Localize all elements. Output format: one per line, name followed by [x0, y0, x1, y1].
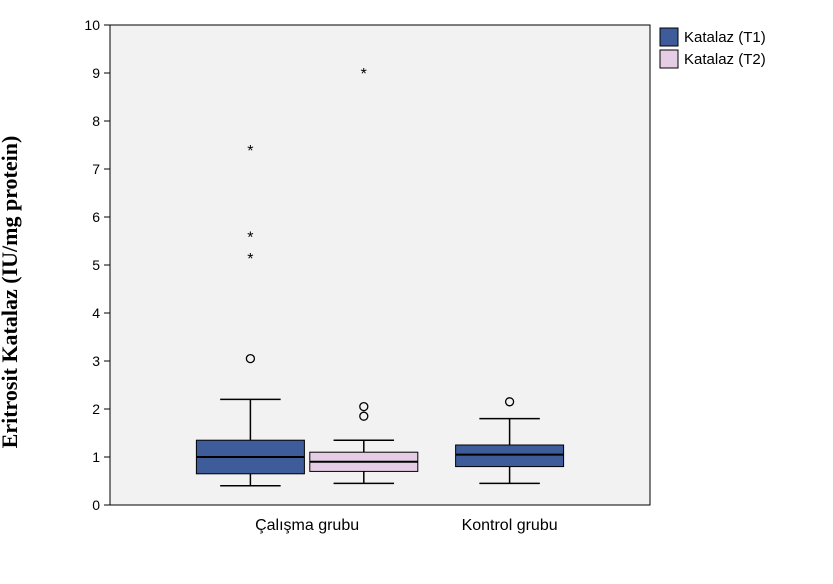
y-tick-label: 9 — [92, 65, 100, 81]
legend-label: Katalaz (T1) — [684, 29, 766, 46]
boxplot-chart: 0 1 2 3 4 5 6 7 8 9 10 * * * * Çalışma grubu Kontrol gru… — [60, 10, 830, 570]
legend-swatch — [660, 50, 678, 68]
y-tick-label: 3 — [92, 353, 100, 369]
y-tick-label: 5 — [92, 257, 100, 273]
outlier-star: * — [247, 251, 253, 268]
outlier-star: * — [361, 66, 367, 83]
x-tick-label: Çalışma grubu — [255, 517, 359, 534]
y-axis-label: Eritrosit Katalaz (IU/mg protein) — [0, 136, 23, 449]
legend-label: Katalaz (T2) — [684, 51, 766, 68]
y-tick-label: 0 — [92, 497, 100, 513]
y-tick-label: 10 — [84, 17, 100, 33]
x-tick-label: Kontrol grubu — [462, 517, 558, 534]
plot-area — [110, 25, 650, 505]
outlier-star: * — [247, 143, 253, 160]
y-tick-label: 6 — [92, 209, 100, 225]
y-tick-label: 8 — [92, 113, 100, 129]
outlier-star: * — [247, 229, 253, 246]
y-tick-label: 4 — [92, 305, 100, 321]
legend-swatch — [660, 28, 678, 46]
y-tick-label: 7 — [92, 161, 100, 177]
box-T1 — [456, 445, 564, 467]
y-tick-label: 2 — [92, 401, 100, 417]
y-tick-label: 1 — [92, 449, 100, 465]
